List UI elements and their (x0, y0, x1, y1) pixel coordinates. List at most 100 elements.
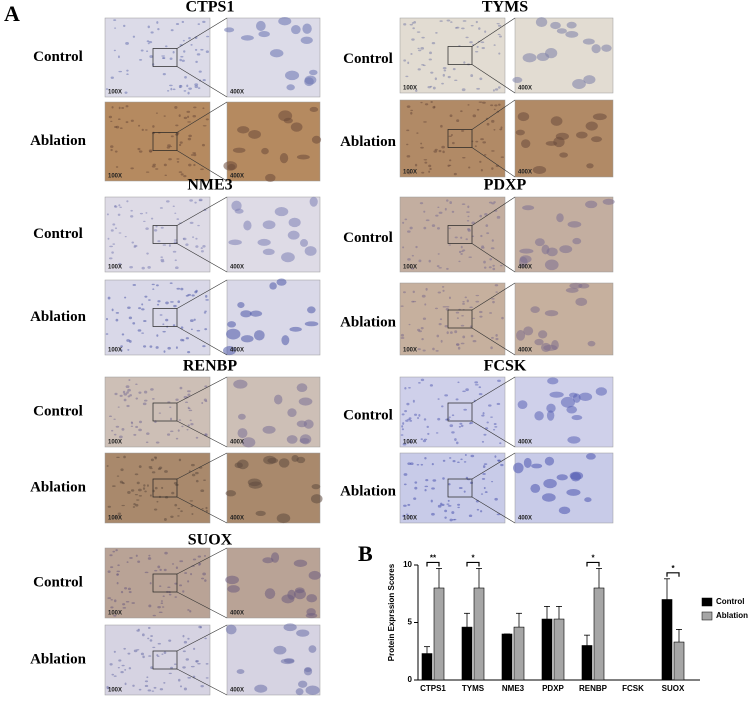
nucleus (105, 88, 109, 90)
nucleus (256, 20, 266, 31)
nucleus (556, 474, 568, 481)
nucleus (154, 420, 157, 424)
nucleus (200, 489, 205, 493)
nucleus (180, 173, 184, 176)
nucleus (302, 23, 312, 34)
magnification: 400X (518, 86, 532, 92)
nucleus (171, 563, 175, 565)
nucleus (154, 486, 158, 490)
nucleus (125, 105, 129, 108)
nucleus (310, 494, 323, 504)
nucleus (180, 510, 183, 513)
nucleus (124, 235, 127, 238)
magnification: 400X (230, 440, 244, 446)
gene-title: SUOX (188, 532, 233, 549)
nucleus (296, 383, 308, 393)
nucleus (147, 25, 150, 29)
nucleus (144, 571, 149, 574)
micrograph (104, 196, 211, 273)
nucleus (408, 515, 412, 518)
nucleus (186, 84, 189, 88)
nucleus (227, 585, 240, 593)
nucleus (452, 459, 456, 463)
significance-bracket (426, 561, 440, 567)
nucleus (172, 250, 177, 253)
nucleus (546, 403, 556, 413)
nucleus (288, 217, 301, 228)
nucleus (191, 565, 195, 567)
nucleus (467, 205, 470, 209)
nucleus (484, 491, 488, 494)
nucleus (417, 348, 421, 351)
nucleus (442, 66, 447, 70)
magnification: 100X (403, 440, 417, 446)
magnification: 400X (230, 688, 244, 694)
nucleus (194, 85, 199, 89)
nucleus (174, 503, 178, 507)
significance-label: ** (430, 554, 437, 563)
nucleus (273, 645, 287, 655)
nucleus (402, 221, 405, 224)
nucleus (484, 30, 487, 34)
nucleus (120, 349, 123, 352)
nucleus (437, 291, 442, 294)
nucleus (454, 26, 458, 29)
nucleus (423, 159, 428, 161)
nucleus (544, 259, 559, 271)
nucleus (467, 215, 470, 218)
nucleus (187, 609, 190, 611)
nucleus (472, 114, 477, 118)
nucleus (285, 70, 300, 81)
nucleus (175, 346, 178, 349)
nucleus (559, 152, 568, 158)
panel-label: A (4, 1, 20, 26)
nucleus (173, 304, 177, 308)
nucleus (191, 513, 194, 515)
nucleus (300, 36, 313, 44)
nucleus (178, 458, 182, 462)
nucleus (402, 443, 407, 446)
nucleus (441, 405, 444, 408)
nucleus (406, 155, 411, 158)
nucleus (154, 569, 158, 572)
nucleus (164, 470, 168, 473)
nucleus (468, 256, 472, 258)
nucleus (523, 457, 532, 468)
nucleus (437, 206, 440, 209)
nucleus (162, 323, 165, 325)
nucleus (148, 604, 152, 608)
nucleus (144, 129, 148, 131)
nucleus (457, 461, 460, 463)
nucleus (449, 518, 453, 522)
nucleus (424, 457, 427, 460)
nucleus (113, 675, 117, 677)
nucleus (454, 79, 458, 82)
nucleus (118, 262, 122, 266)
connector (176, 452, 228, 480)
nucleus (499, 35, 502, 38)
nucleus (491, 481, 494, 483)
nucleus (534, 411, 544, 421)
nucleus (196, 53, 201, 56)
nucleus (454, 236, 458, 239)
nucleus (409, 419, 413, 422)
nucleus (198, 199, 203, 202)
nucleus (159, 314, 163, 316)
nucleus (107, 505, 112, 508)
nucleus (425, 479, 429, 482)
nucleus (132, 283, 137, 286)
nucleus (193, 647, 196, 650)
nucleus (197, 87, 201, 90)
nucleus (435, 214, 439, 217)
nucleus (172, 50, 175, 54)
nucleus (519, 248, 534, 254)
nucleus (276, 513, 291, 524)
nucleus (269, 49, 284, 58)
nucleus (121, 333, 125, 336)
nucleus (262, 220, 276, 230)
nucleus (439, 318, 443, 321)
nucleus (452, 68, 456, 71)
nucleus (132, 684, 135, 687)
nucleus (116, 456, 120, 459)
nucleus (432, 347, 435, 351)
